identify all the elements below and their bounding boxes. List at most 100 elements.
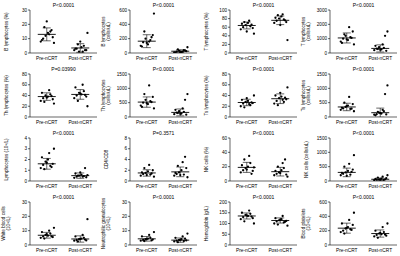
y-tick bbox=[128, 38, 130, 39]
y-axis bbox=[130, 202, 131, 245]
panel: 050010001500Ts lymphocytes(cells/uL)Pre-… bbox=[301, 66, 397, 125]
point bbox=[53, 148, 55, 150]
y-tick bbox=[28, 159, 30, 160]
error-bar bbox=[376, 45, 384, 52]
point bbox=[40, 167, 42, 169]
data-group bbox=[238, 86, 290, 108]
error-bar bbox=[176, 50, 184, 53]
y-axis-label: Th lymphocytes(cells/uL) bbox=[101, 79, 111, 112]
point bbox=[274, 94, 276, 96]
point bbox=[242, 169, 244, 171]
y-tick-label: 20 bbox=[122, 214, 128, 219]
point bbox=[352, 30, 354, 32]
y-axis bbox=[230, 138, 231, 181]
y-tick-label: 0 bbox=[324, 115, 327, 120]
point bbox=[382, 226, 384, 228]
y-tick-label: 0 bbox=[224, 115, 227, 120]
error-bar bbox=[76, 173, 84, 178]
point bbox=[86, 32, 88, 34]
p-value: P<0.0001 bbox=[53, 2, 75, 8]
point bbox=[85, 176, 87, 178]
y-axis-label: Th lymphocytes (%) bbox=[4, 75, 9, 116]
y-tick bbox=[28, 24, 30, 25]
y-tick-label: 20 bbox=[222, 42, 228, 47]
point bbox=[143, 93, 145, 95]
y-tick-label: 400 bbox=[319, 214, 327, 219]
p-value: P<0.0001 bbox=[53, 130, 75, 136]
panel: 0100020003000T lymphocytes(cells/uL)Pre-… bbox=[301, 2, 397, 61]
mean-line bbox=[171, 51, 189, 52]
p-value: P<0.0001 bbox=[153, 66, 175, 72]
point bbox=[73, 240, 75, 242]
y-tick bbox=[328, 245, 330, 246]
y-tick bbox=[28, 84, 30, 85]
y-tick bbox=[28, 148, 30, 149]
y-tick-label: 0 bbox=[324, 179, 327, 184]
point bbox=[352, 168, 354, 170]
point bbox=[382, 43, 384, 45]
p-value: P=0.03990 bbox=[51, 66, 76, 72]
y-tick-label: 0 bbox=[124, 243, 127, 248]
y-tick bbox=[128, 216, 130, 217]
point bbox=[152, 169, 154, 171]
point bbox=[273, 22, 275, 24]
error-bar bbox=[176, 167, 184, 177]
mean-line bbox=[371, 179, 389, 180]
data-group bbox=[138, 156, 190, 179]
error-bar bbox=[76, 90, 84, 100]
y-tick-label: 40 bbox=[222, 33, 228, 38]
y-tick bbox=[328, 88, 330, 89]
panel: 0200400600B lymphocytes(cells/uL)Pre-nCR… bbox=[101, 2, 197, 61]
point bbox=[77, 100, 79, 102]
point bbox=[284, 158, 286, 160]
y-tick-label: 80 bbox=[222, 16, 228, 21]
point bbox=[385, 50, 387, 52]
y-tick-label: 30 bbox=[122, 200, 128, 205]
point bbox=[180, 169, 182, 171]
error-bar bbox=[76, 236, 84, 242]
panel: 01234Lymphocytes (10⁹/L)Pre-nCRTPost-nCR… bbox=[4, 130, 97, 189]
y-tick bbox=[228, 53, 230, 54]
y-tick bbox=[28, 181, 30, 182]
point bbox=[148, 164, 150, 166]
y-tick-label: 100 bbox=[219, 8, 227, 13]
y-tick bbox=[328, 102, 330, 103]
y-axis-label: NK cells (cells/uL) bbox=[304, 141, 309, 178]
panel: 050010001500Th lymphocytes(cells/uL)Pre-… bbox=[101, 66, 197, 125]
point bbox=[274, 17, 276, 19]
point bbox=[343, 33, 345, 35]
y-tick-label: 500 bbox=[119, 100, 127, 105]
y-tick-label: 0 bbox=[24, 51, 27, 56]
y-tick-label: 40 bbox=[222, 93, 228, 98]
point bbox=[352, 103, 354, 105]
x-tick-label: Pre-nCRT bbox=[336, 184, 358, 189]
data-group bbox=[38, 148, 90, 179]
point bbox=[248, 103, 250, 105]
point bbox=[143, 30, 145, 32]
point bbox=[84, 49, 86, 51]
error-bar bbox=[243, 99, 251, 105]
point bbox=[248, 209, 250, 211]
data-group bbox=[338, 154, 390, 181]
x-tick-label: Pre-nCRT bbox=[336, 56, 358, 61]
point bbox=[273, 174, 275, 176]
y-tick bbox=[28, 230, 30, 231]
point bbox=[243, 158, 245, 160]
p-value: P<0.0001 bbox=[353, 194, 375, 200]
x-tick-label: Pre-nCRT bbox=[236, 184, 258, 189]
y-tick bbox=[228, 74, 230, 75]
x-axis bbox=[30, 117, 97, 118]
point bbox=[384, 35, 386, 37]
y-tick-label: 200 bbox=[319, 228, 327, 233]
point bbox=[148, 234, 150, 236]
x-axis bbox=[30, 245, 97, 246]
panel: 0102030White blood cells(10⁹/L)Pre-nCRTP… bbox=[1, 194, 97, 253]
x-axis bbox=[130, 181, 197, 182]
point bbox=[374, 114, 376, 116]
point bbox=[182, 161, 184, 163]
point bbox=[246, 30, 248, 32]
y-axis bbox=[30, 10, 31, 53]
y-axis-label: T lymphocytes(cells/uL) bbox=[301, 16, 311, 46]
y-tick bbox=[28, 138, 30, 139]
y-tick bbox=[28, 106, 30, 107]
